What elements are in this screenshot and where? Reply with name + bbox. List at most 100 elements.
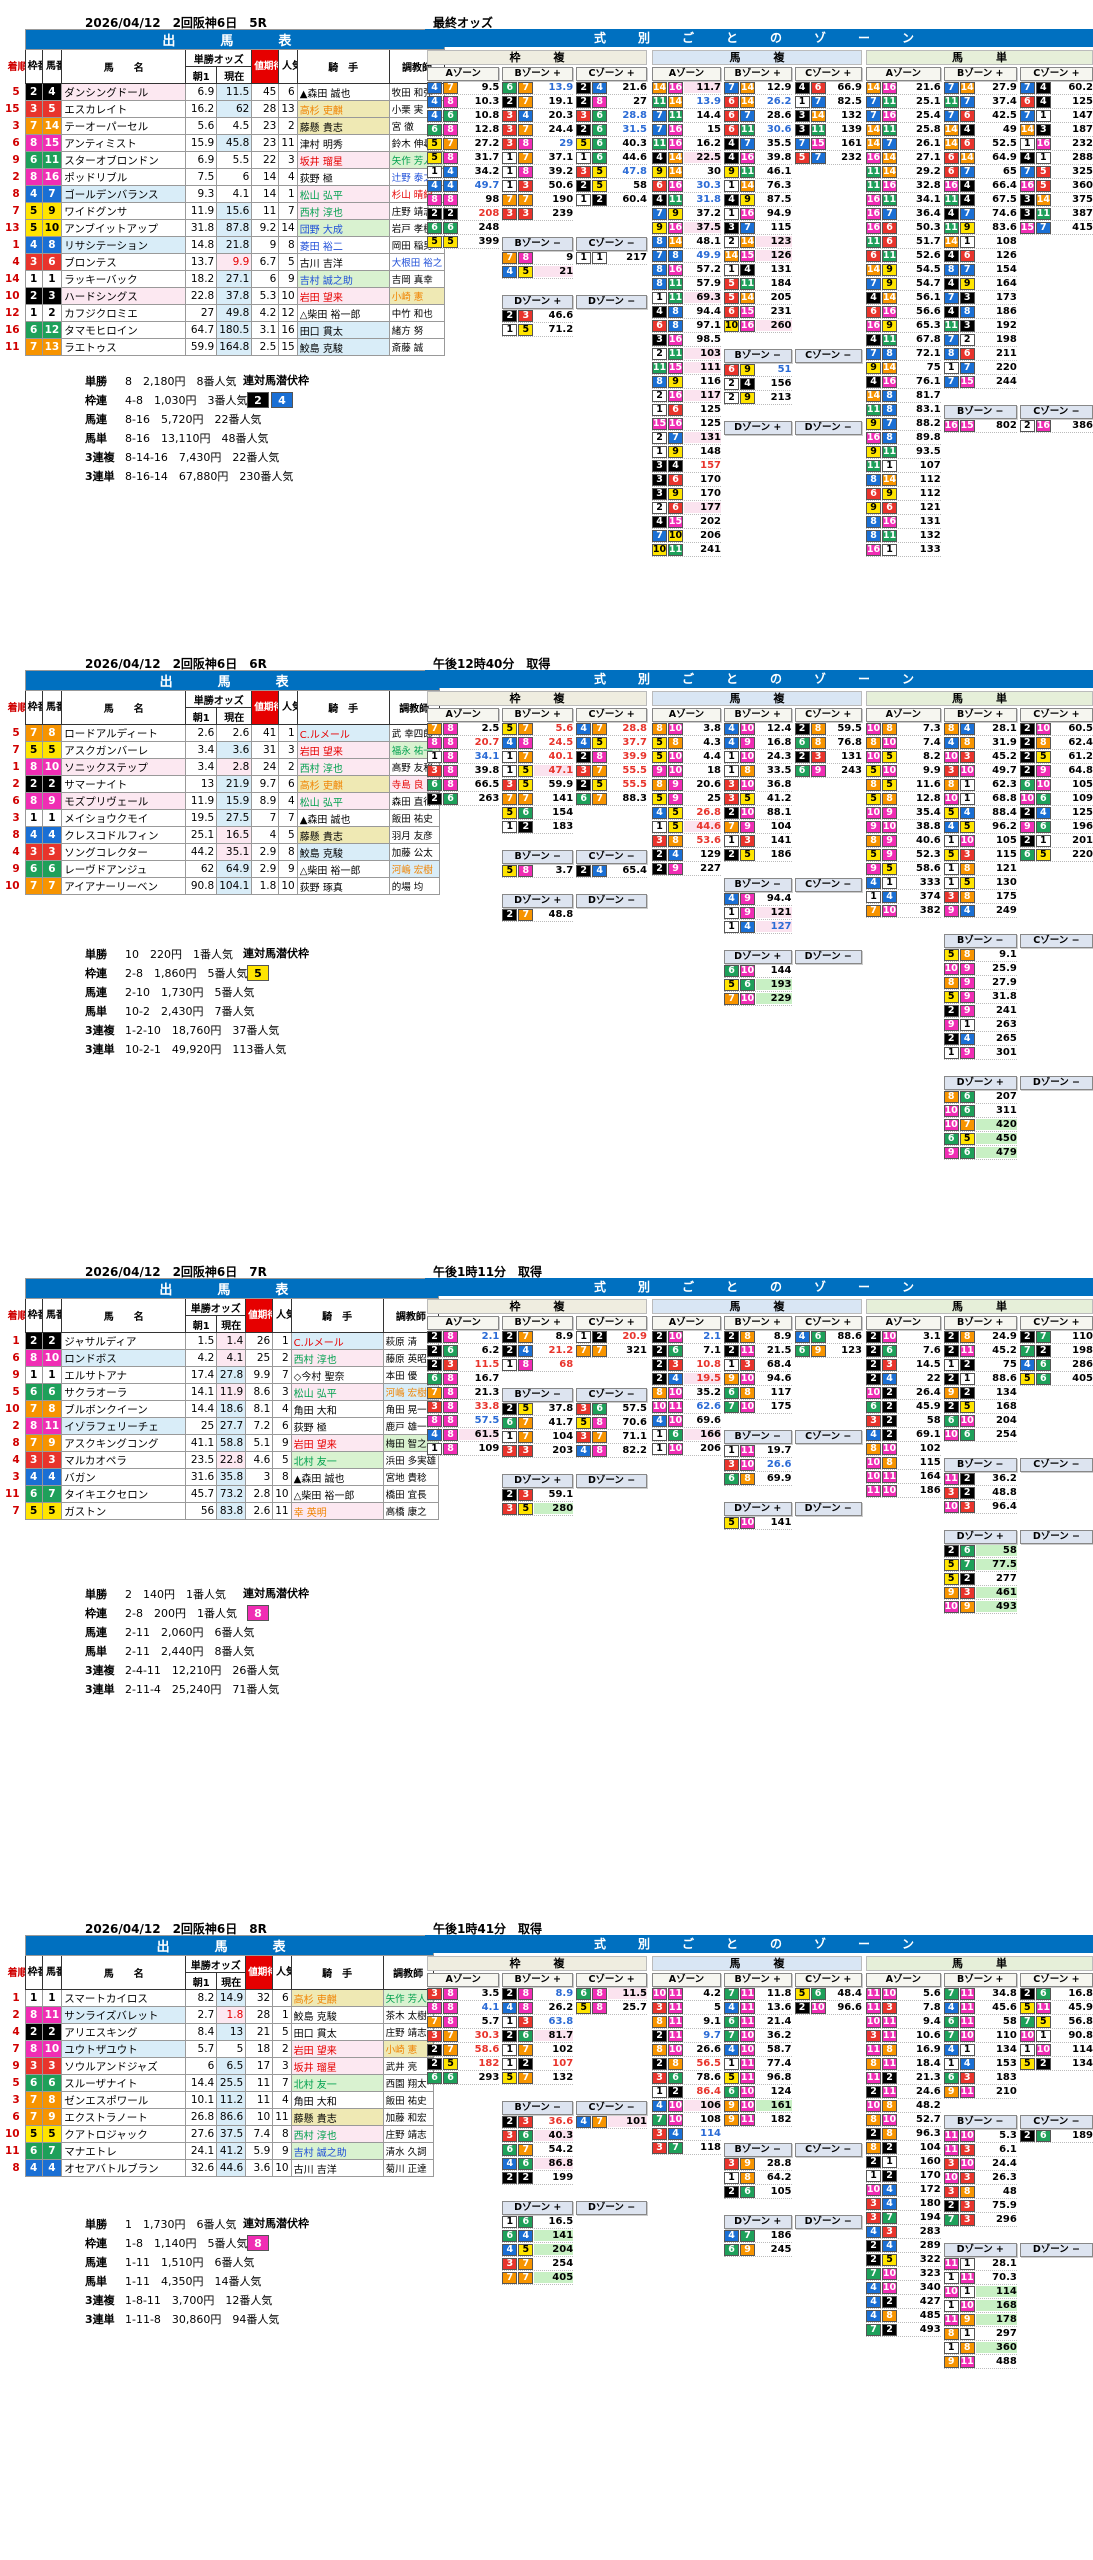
odds-value: 13.6 [766,2002,792,2013]
zone-odds-row: 2 2 199 [502,2171,574,2185]
frame-box: 10 [866,1470,881,1483]
zone-odds-row: 5 9 31.8 [943,990,1017,1004]
odds-value: 382 [919,905,941,916]
zone-odds-row: 6 8 16.7 [427,1372,500,1386]
zone-odds-row: 8 6 211 [943,347,1017,361]
frame-box: 8 [866,778,881,791]
frame-box: 6 [724,2085,739,2098]
zone-odds-row: 2 8 27 [576,95,648,109]
frame-box: 2 [943,1400,959,1413]
zone-odds-row: 2 4 22 [866,1372,941,1386]
zone-bplus-header: Bゾーン + [502,1316,574,1330]
entry-row: 11 7 13 ラエトゥス 59.9 164.8 2.5 15 鮫島 克駿 斎藤 誠 [3,338,446,356]
odds-value: 11.5 [474,1359,500,1370]
horse-number: 9 [41,1434,63,1452]
zone-odds-row: 5 8 12.8 [866,792,941,806]
zone-odds-row: 8 16 57.2 [652,263,721,277]
zone-group-quinella: 馬 複 Aゾーン 2 10 2.1 2 6 7.1 2 3 10.8 2 4 19.5 8 10 35.2 10… [652,1299,862,1530]
horse-number: 11 [41,1417,63,1435]
morning-odds: 27.6 [185,2125,218,2143]
frame-box: 2 [1019,834,1035,847]
popularity: 1 [272,2006,292,2024]
jockey-name: 吉村 誠之助 [296,270,390,288]
frame-box: 11 [740,2001,755,2014]
zone-group-quinella: 馬 複 Aゾーン 10 11 4.2 3 11 5 8 11 9.1 2 11 9.7 8 10 26.6 2 8… [652,1956,862,2257]
frame-box: 6 [518,2157,534,2170]
odds-value: 31.9 [992,737,1017,748]
odds-value: 168 [995,1401,1017,1412]
jockey-name: ▲森田 誠也 [296,83,390,101]
payout-row: 枠連 1-8 1,140円 5番人気 [85,2234,279,2253]
horse-number: 8 [41,1400,63,1418]
frame-box: 7 [668,2141,683,2154]
frame-box: 3 [724,2157,739,2170]
frame-box: 6 [1035,2129,1051,2142]
morning-odds: 44.2 [185,843,218,861]
odds-value: 51.7 [915,236,941,247]
zone-odds-row: 5 6 405 [1019,1372,1093,1386]
zone-odds-row: 7 10 110 [943,2029,1017,2043]
zone-odds-row: 1 4 127 [724,920,792,934]
frame-box: 2 [882,2323,897,2336]
odds-value: 67.5 [992,194,1017,205]
finish-position: 2 [3,2006,26,2024]
odds-value: 88.1 [766,807,792,818]
odds-value: 30.6 [766,124,792,135]
payout-result: 2-4-11 12,210円 26番人気 [125,1664,280,1677]
trainer-name: 小崎 憲 [382,2040,434,2058]
zone-odds-row: 8 14 112 [866,473,941,487]
odds-value: 52.5 [992,138,1017,149]
frame-box: 8 [882,2099,897,2112]
jockey-name: 岩田 望来 [296,741,390,759]
finish-position: 1 [3,758,26,776]
frame-box: 5 [724,978,739,991]
zone-cminus-header: Cゾーン − [794,1430,862,1444]
frame-box: 10 [740,806,755,819]
horse-name: タイキエクセロン [61,1485,187,1503]
zone-odds-row: 16 4 66.4 [943,179,1017,193]
zone-group-bracket-quinella: 枠 複 Aゾーン 3 8 3.5 8 8 4.1 7 8 5.7 3 7 30.3 2 7 58.6 2 5 182… [427,1956,648,2285]
zone-bplus-header: Bゾーン + [724,708,792,722]
odds-value: 118 [700,2142,721,2153]
zone-odds-row: 9 10 18 [652,764,721,778]
zone-odds-row: 4 11 31.8 [652,193,721,207]
frame-box: 2 [502,1344,518,1357]
zone-odds-row: 1 5 71.2 [502,323,574,337]
frame-box: 9 [959,221,975,234]
entry-row: 12 1 2 カフジクロミエ 27 49.8 4.2 12 △柴田 裕一郎 中竹 和也 [3,304,446,322]
frame-box: 11 [882,249,897,262]
frame-box: 14 [810,109,826,122]
frame-number: 2 [24,775,43,793]
horse-number: 5 [41,2125,63,2143]
zone-cminus-header: Cゾーン − [576,237,648,251]
odds-value: 277 [995,1573,1017,1584]
frame-box: 5 [943,990,959,1003]
frame-box: 6 [882,501,897,514]
odds-value: 28.1 [992,723,1017,734]
zone-odds-row: 14 3 187 [1019,123,1093,137]
zone-odds-row: 5 7 232 [794,151,862,165]
frame-box: 11 [740,1987,755,2000]
frame-box: 2 [882,1428,897,1441]
frame-box: 4 [866,2309,881,2322]
frame-box: 7 [518,792,534,805]
frame-box: 6 [959,1090,975,1103]
odds-value: 27.9 [992,82,1017,93]
horse-number: 9 [41,2108,63,2126]
jockey-header: 騎 手 [290,1955,384,1990]
frame-box: 4 [576,722,592,735]
odds-value: 62.6 [696,1401,721,1412]
frame-box: 3 [652,2071,667,2084]
popularity: 8 [272,1468,292,1486]
zone-odds-row: 8 11 18.4 [866,2057,941,2071]
odds-value: 20.6 [696,779,721,790]
frame-box: 6 [740,978,755,991]
frame-box: 4 [866,333,881,346]
zone-odds-row: 6 8 69.9 [724,1472,792,1486]
frame-box: 3 [959,319,975,332]
frame-box: 8 [518,165,534,178]
frame-number: 7 [24,338,43,356]
finish-position: 7 [3,741,26,759]
frame-box: 4 [592,864,608,877]
payout-type: 馬連 [85,2256,107,2269]
